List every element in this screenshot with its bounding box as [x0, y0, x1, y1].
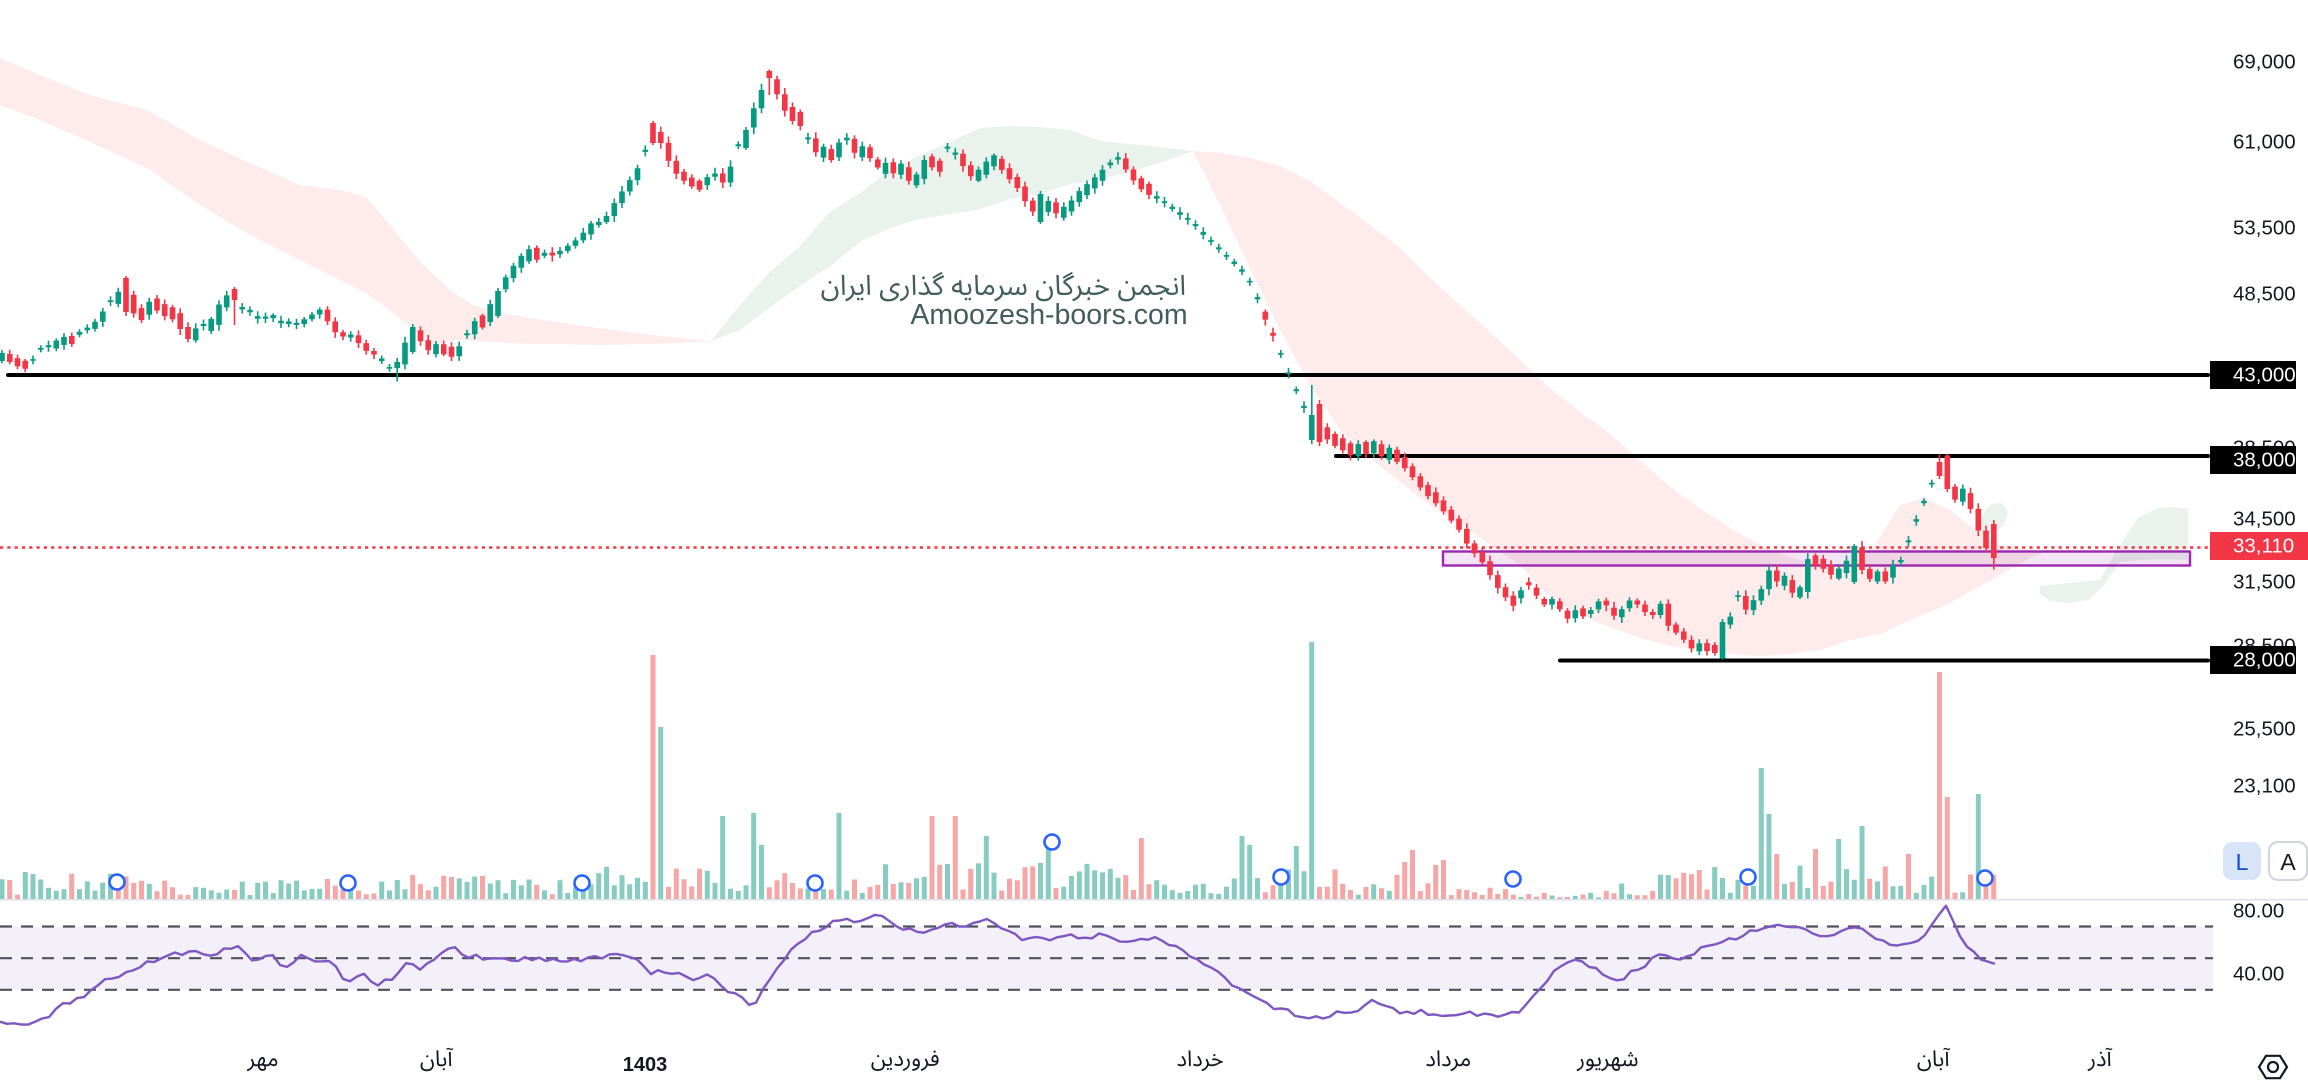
svg-text:34,500: 34,500 [2233, 508, 2296, 531]
svg-text:A: A [2280, 849, 2296, 875]
svg-text:48,500: 48,500 [2233, 283, 2296, 306]
svg-text:53,500: 53,500 [2233, 217, 2296, 240]
svg-text:40.00: 40.00 [2233, 963, 2284, 986]
svg-text:Amoozesh-boors.com: Amoozesh-boors.com [910, 299, 1187, 331]
svg-text:43,000: 43,000 [2233, 364, 2296, 387]
svg-text:61,000: 61,000 [2233, 131, 2296, 154]
svg-text:28,000: 28,000 [2233, 649, 2296, 672]
svg-text:31,500: 31,500 [2233, 571, 2296, 594]
svg-text:69,000: 69,000 [2233, 51, 2296, 74]
svg-text:L: L [2236, 849, 2249, 875]
svg-text:38,000: 38,000 [2233, 449, 2296, 472]
svg-text:1403: 1403 [623, 1054, 668, 1076]
svg-text:33,110: 33,110 [2233, 535, 2294, 558]
svg-text:25,500: 25,500 [2233, 718, 2296, 741]
svg-text:80.00: 80.00 [2233, 900, 2284, 923]
svg-text:23,100: 23,100 [2233, 775, 2296, 798]
